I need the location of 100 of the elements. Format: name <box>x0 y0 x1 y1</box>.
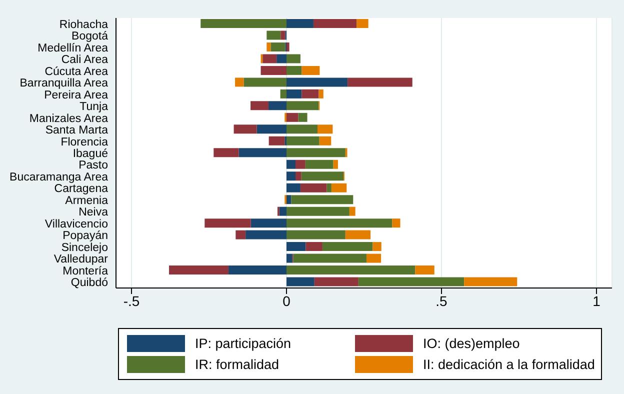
bar <box>305 160 334 169</box>
bar <box>250 101 269 110</box>
y-tick-label: Cali Area <box>61 54 109 66</box>
bar <box>318 89 324 98</box>
bar <box>286 66 302 75</box>
bar <box>268 101 286 110</box>
bar <box>348 78 412 87</box>
bar <box>318 124 333 134</box>
y-tick-label: Armenia <box>65 194 109 207</box>
bar <box>235 78 244 87</box>
legend-label: IO: (des)empleo <box>423 336 520 351</box>
bar <box>295 160 306 169</box>
y-tick-label: Cartagena <box>54 183 109 196</box>
bar <box>300 183 327 192</box>
y-tick-label: Neiva <box>78 206 109 219</box>
y-tick-label: Manizales Area <box>29 112 109 125</box>
bar <box>286 136 320 146</box>
bar <box>349 206 356 216</box>
bar <box>298 112 308 122</box>
y-tick-label: Pereira Area <box>44 89 109 102</box>
x-tick-label: -.5 <box>123 292 140 309</box>
bar <box>302 66 320 75</box>
bar <box>286 42 290 52</box>
bar <box>244 78 286 87</box>
bar <box>295 172 302 181</box>
y-tick-label: Quibdó <box>70 277 108 290</box>
bar <box>356 19 368 28</box>
y-tick-label: Florencia <box>60 136 109 148</box>
y-tick-label: Bogotá <box>72 30 109 43</box>
y-tick-label: Sincelejo <box>61 242 108 254</box>
bar <box>322 242 373 252</box>
x-tick-label: .5 <box>436 292 448 309</box>
bar <box>286 218 392 228</box>
y-tick-label: Tunja <box>80 101 109 114</box>
bar <box>306 242 322 252</box>
bar <box>260 66 286 75</box>
bar <box>314 277 358 286</box>
y-tick-label: Pasto <box>78 160 108 172</box>
bar <box>286 124 318 134</box>
bar <box>286 195 292 204</box>
bar <box>331 183 347 192</box>
y-tick-label: Santa Marta <box>45 124 109 137</box>
bar <box>169 266 229 275</box>
bar <box>464 277 518 286</box>
bar <box>286 230 346 240</box>
bar <box>280 89 286 98</box>
legend-label: IR: formalidad <box>195 357 280 372</box>
bar <box>214 148 239 158</box>
bar <box>415 266 434 275</box>
bar <box>279 206 286 216</box>
bar <box>266 30 281 40</box>
y-tick-label: Ibagué <box>72 148 108 160</box>
y-tick-label: Barranquilla Area <box>20 78 109 90</box>
bar <box>392 218 400 228</box>
bar <box>286 112 298 122</box>
bar <box>326 183 332 192</box>
bar <box>228 266 286 275</box>
bar <box>286 242 306 252</box>
bar <box>262 54 277 64</box>
y-tick-label: Montería <box>62 265 109 278</box>
bar <box>276 54 286 64</box>
bar <box>266 42 271 52</box>
x-tick-label: 0 <box>282 292 291 309</box>
y-tick-label: Riohacha <box>59 18 109 31</box>
bar <box>250 218 286 228</box>
bar <box>286 89 302 98</box>
bar <box>366 254 382 263</box>
bar <box>286 19 314 28</box>
bar <box>286 277 314 286</box>
y-tick-label: Valledupar <box>54 254 108 266</box>
legend-label: II: dedicación a la formalidad <box>423 357 595 372</box>
bar <box>236 230 246 240</box>
bar <box>358 277 464 286</box>
bar <box>302 89 319 98</box>
bar <box>286 172 296 181</box>
bar <box>301 172 344 181</box>
bar <box>268 136 285 146</box>
legend-label: IP: participación <box>195 336 292 351</box>
bar <box>200 19 286 28</box>
bar <box>313 19 357 28</box>
bar <box>291 195 354 204</box>
x-tick-label: 1 <box>592 292 601 309</box>
bar <box>286 254 292 263</box>
bar <box>286 101 319 110</box>
bar <box>286 183 300 192</box>
bar <box>286 148 346 158</box>
y-tick-label: Villavicencio <box>44 218 108 230</box>
bar <box>286 160 296 169</box>
bar <box>256 124 286 134</box>
bar <box>270 42 286 52</box>
bar <box>345 230 371 240</box>
bar <box>234 124 257 134</box>
bar <box>238 148 286 158</box>
bar <box>286 78 348 87</box>
bar <box>319 136 332 146</box>
bar <box>286 206 350 216</box>
bar <box>293 254 366 263</box>
y-tick-label: Popayán <box>62 230 108 242</box>
bar <box>286 266 416 275</box>
bar <box>280 30 286 40</box>
